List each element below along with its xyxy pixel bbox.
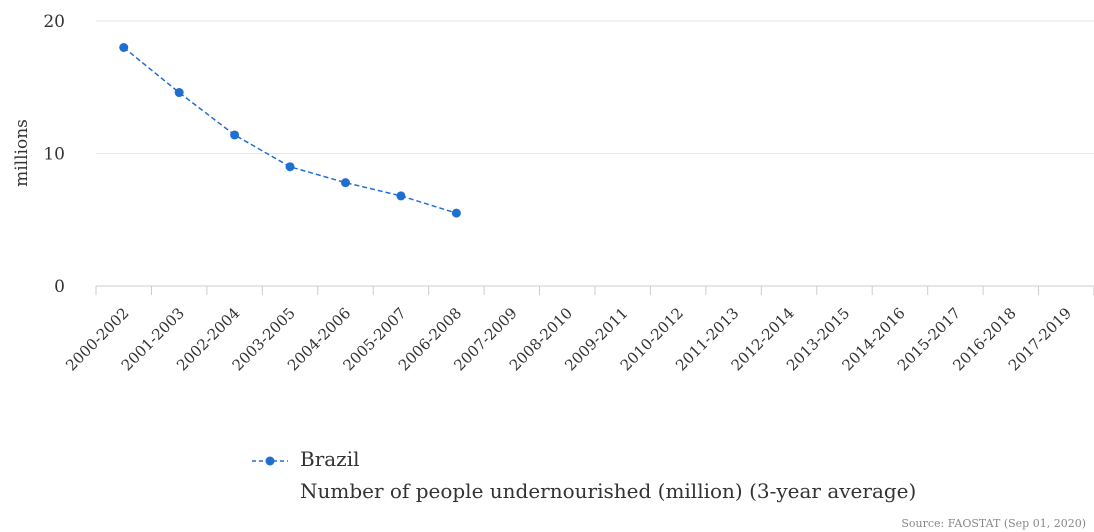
data-point [285,162,295,172]
source-note: Source: FAOSTAT (Sep 01, 2020) [901,517,1086,530]
data-point [230,130,240,140]
y-axis-label: millions [12,119,32,187]
series-line [123,46,457,214]
data-point [451,208,461,218]
data-point [396,191,406,201]
y-tick-label: 0 [54,277,65,297]
y-tick-label: 10 [43,145,65,165]
legend-marker-icon [250,449,290,469]
data-point [174,88,184,98]
legend-series-name: Brazil [300,447,360,471]
legend-description: Number of people undernourished (million… [300,479,917,503]
line-chart: 01020millions2000-20022001-20032002-2004… [12,12,1094,374]
y-tick-label: 20 [43,12,65,32]
legend: Brazil Number of people undernourished (… [250,443,916,507]
data-point [341,178,350,188]
data-point [119,43,129,52]
